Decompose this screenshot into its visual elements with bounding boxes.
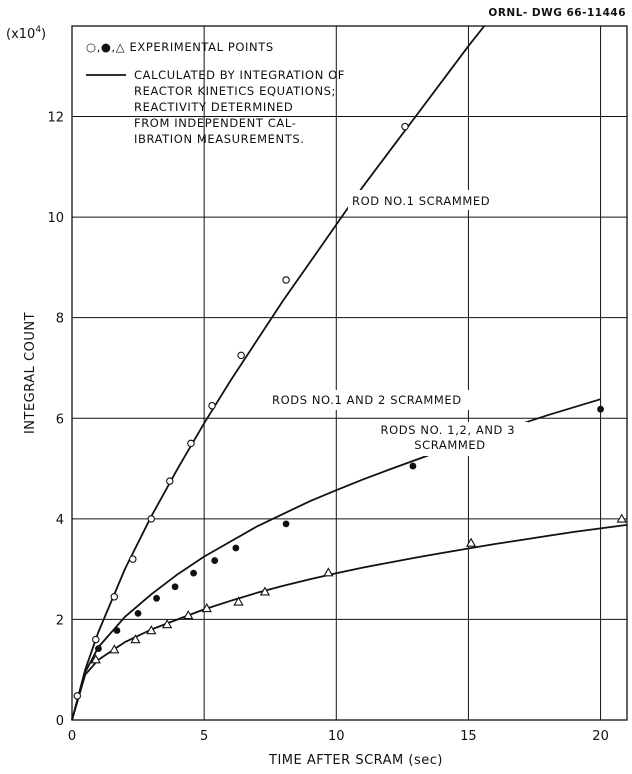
series-3-label-bg	[372, 422, 528, 456]
data-point-series-3	[201, 603, 212, 613]
series-3-label-2: SCRAMMED	[414, 438, 486, 452]
x-tick-label: 0	[68, 729, 76, 744]
legend-line-label-2: REACTOR KINETICS EQUATIONS;	[134, 84, 336, 98]
data-point-series-2	[95, 645, 102, 652]
data-point-series-3	[465, 537, 477, 547]
y-tick-label: 8	[56, 312, 64, 327]
grid-lines	[72, 26, 627, 720]
series-2-label: RODS NO.1 AND 2 SCRAMMED	[272, 393, 462, 407]
data-point-series-1	[401, 122, 409, 131]
data-point-series-2	[211, 557, 219, 564]
data-point-series-2	[171, 583, 179, 591]
data-point-series-3	[183, 610, 194, 620]
data-point-series-1	[147, 515, 156, 523]
data-point-series-3	[233, 596, 244, 606]
calculated-curves	[71, 25, 628, 721]
series-3-label: RODS NO. 1,2, AND 3 SCRAMMED	[381, 423, 520, 452]
data-point-series-2	[409, 462, 417, 470]
y-tick-label: 2	[56, 613, 64, 628]
x-tick-label: 5	[200, 729, 208, 744]
y-tick-label: 4	[56, 513, 64, 528]
x-axis-title: TIME AFTER SCRAM (sec)	[268, 753, 443, 768]
experimental-points	[73, 122, 627, 700]
legend-points-label: ○,●,△ EXPERIMENTAL POINTS	[86, 40, 274, 54]
y-tick-label: 10	[47, 211, 64, 226]
data-point-series-1	[166, 477, 174, 485]
data-point-series-2	[232, 544, 240, 552]
data-point-series-2	[190, 569, 197, 577]
series-1-label-bg	[348, 190, 492, 210]
data-point-series-3	[146, 625, 157, 635]
data-point-series-3	[259, 586, 271, 596]
x-tick-label: 20	[592, 729, 609, 744]
data-point-series-1	[282, 276, 290, 284]
y-tick-label: 0	[56, 714, 64, 729]
y-multiplier-label: (x104)	[6, 25, 46, 42]
legend-line-label-1: CALCULATED BY INTEGRATION OF	[134, 68, 345, 82]
data-point-series-2	[282, 520, 290, 528]
calculated-curve-1	[71, 25, 486, 721]
legend-line-label-4: FROM INDEPENDENT CAL-	[134, 116, 296, 130]
data-point-series-2	[113, 627, 121, 634]
data-point-series-2	[597, 405, 604, 413]
data-point-series-1	[110, 593, 119, 601]
y-tick-labels: 0 2 4 6 8 10 12	[47, 111, 64, 729]
data-point-series-1	[129, 555, 137, 563]
data-point-series-1	[92, 635, 100, 644]
legend-line-label: CALCULATED BY INTEGRATION OF REACTOR KIN…	[134, 68, 349, 146]
legend-line-label-3: REACTIVITY DETERMINED	[134, 100, 293, 114]
data-point-series-1	[187, 439, 195, 448]
data-point-series-1	[73, 692, 82, 700]
data-point-series-3	[90, 654, 101, 664]
data-point-series-1	[237, 351, 245, 360]
legend-line-label-5: IBRATION MEASUREMENTS.	[134, 132, 305, 146]
series-3-label-1: RODS NO. 1,2, AND 3	[381, 423, 516, 437]
data-point-series-2	[134, 609, 142, 617]
data-point-series-3	[616, 513, 627, 523]
data-point-series-1	[208, 401, 216, 410]
data-point-series-2	[153, 594, 160, 602]
drawing-number: ORNL- DWG 66-11446	[488, 7, 626, 19]
data-point-series-3	[323, 567, 334, 577]
data-point-series-3	[161, 619, 173, 629]
series-1-label: ROD NO.1 SCRAMMED	[352, 194, 490, 208]
plot-frame	[71, 25, 628, 721]
calculated-curve-3	[71, 524, 628, 721]
y-tick-label: 6	[56, 412, 64, 427]
x-tick-label: 10	[328, 729, 345, 744]
x-tick-label: 15	[460, 729, 477, 744]
x-tick-labels: 0 5 10 15 20	[68, 729, 609, 744]
legend: ○,●,△ EXPERIMENTAL POINTS CALCULATED BY …	[86, 40, 349, 146]
series-2-label-bg	[268, 390, 502, 410]
data-point-series-3	[109, 644, 120, 654]
y-tick-label: 12	[47, 111, 64, 126]
y-axis-title: INTEGRAL COUNT	[23, 312, 38, 434]
data-point-series-3	[130, 634, 141, 644]
